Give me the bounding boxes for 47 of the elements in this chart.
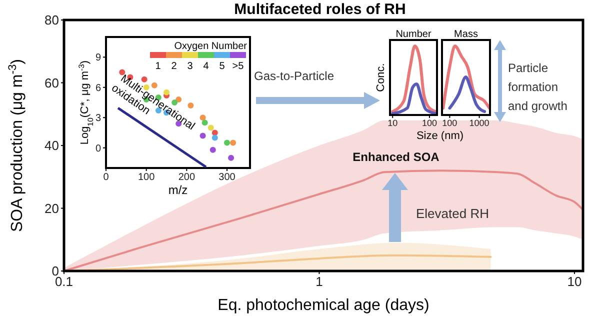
annotation: Enhanced SOA (352, 150, 440, 164)
legend-label: 3 (187, 61, 194, 72)
x-tick-label: 300 (218, 172, 236, 183)
legend-label: >5 (232, 61, 244, 72)
x-tick-label: 10 (388, 118, 398, 128)
y-tick-label: 20 (44, 200, 59, 216)
legend-title: Oxygen Number (174, 41, 248, 52)
y-tick-label: 40 (44, 138, 59, 154)
y-axis-title: Conc. (375, 63, 387, 92)
legend-label: 2 (171, 61, 178, 72)
legend-label: 4 (203, 61, 210, 72)
point (208, 124, 214, 131)
point (212, 130, 218, 136)
point (212, 134, 218, 141)
x-tick-label: 100 (442, 118, 458, 128)
x-tick-label: 1 (316, 274, 323, 289)
legend-label: 1 (155, 61, 162, 72)
legend-label: 5 (219, 61, 226, 72)
point (224, 140, 230, 146)
y-tick-label: 60 (44, 75, 59, 90)
x-tick-label: 10 (567, 274, 582, 289)
x-axis-title: Size (nm) (416, 130, 464, 142)
x-tick-label: 100 (422, 118, 437, 128)
chart-title: Multifaceted roles of RH (234, 1, 406, 18)
annotation: Gas-to-Particle (254, 69, 334, 83)
x-tick-label: 100 (138, 172, 156, 183)
x-tick-label: 1000 (469, 118, 490, 128)
annotation: Elevated RH (416, 206, 489, 221)
y-tick-label: 3 (95, 113, 102, 124)
point (210, 146, 216, 153)
x-axis-title: Eq. photochemical age (days) (218, 297, 430, 314)
annotation: Particle formation and growth (508, 61, 568, 113)
chart-title: Number (396, 29, 432, 40)
x-tick-label: 0 (103, 172, 110, 183)
chart-title: Mass (454, 29, 478, 40)
point (230, 140, 236, 146)
y-tick-label: 0 (95, 143, 102, 154)
y-tick-label: 80 (44, 12, 59, 28)
x-tick-label: 0.1 (54, 274, 74, 289)
point (228, 154, 234, 161)
y-tick-label: 9 (95, 52, 102, 64)
point (202, 120, 208, 126)
x-tick-label: 200 (178, 172, 196, 183)
x-axis-title: m/z (168, 183, 188, 197)
point (200, 114, 206, 121)
y-tick-label: 6 (95, 82, 102, 94)
point (200, 132, 206, 139)
